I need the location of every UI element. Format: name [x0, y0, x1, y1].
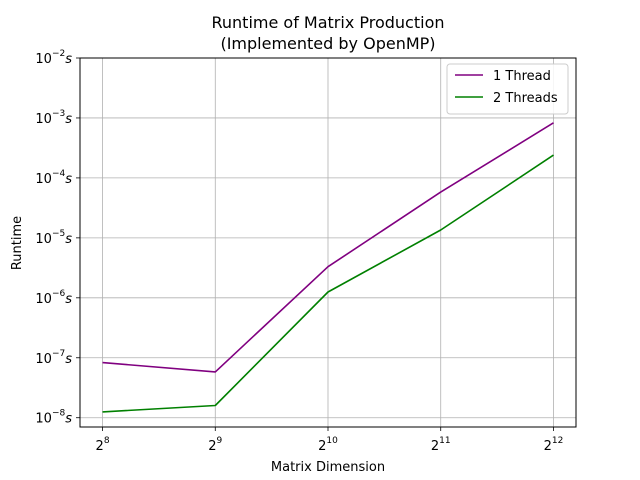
legend-label-1-thread: 1 Thread — [493, 69, 551, 84]
x-axis-ticks: 28 29 210 211 212 — [96, 427, 564, 454]
y-axis-ticks: 10−8s 10−7s 10−6s 10−5s 10−4s 10−3s 10−2s — [35, 49, 80, 427]
y-axis-label: Runtime — [10, 216, 25, 270]
series-line-2 — [102, 154, 554, 413]
series-lines — [102, 122, 554, 413]
x-axis-label: Matrix Dimension — [271, 460, 385, 475]
y-tick-label: 10−4s — [35, 169, 72, 187]
chart-title-line-1: Runtime of Matrix Production — [211, 13, 444, 32]
x-tick-label: 28 — [96, 436, 110, 454]
legend-label-2-threads: 2 Threads — [493, 91, 558, 106]
y-tick-label: 10−3s — [35, 109, 72, 127]
x-tick-label: 210 — [318, 436, 338, 454]
y-tick-label: 10−2s — [35, 49, 72, 67]
chart-title-line-2: (Implemented by OpenMP) — [220, 34, 435, 53]
legend-box — [446, 63, 569, 115]
x-tick-label: 212 — [544, 436, 564, 454]
y-tick-label: 10−5s — [35, 229, 72, 247]
legend: 1 Thread 2 Threads — [446, 63, 569, 115]
x-tick-label: 211 — [431, 436, 451, 454]
series-line-1 — [102, 122, 554, 373]
x-tick-label: 29 — [208, 436, 222, 454]
y-tick-label: 10−8s — [35, 409, 72, 427]
y-tick-label: 10−6s — [35, 289, 72, 307]
y-tick-label: 10−7s — [35, 349, 72, 367]
